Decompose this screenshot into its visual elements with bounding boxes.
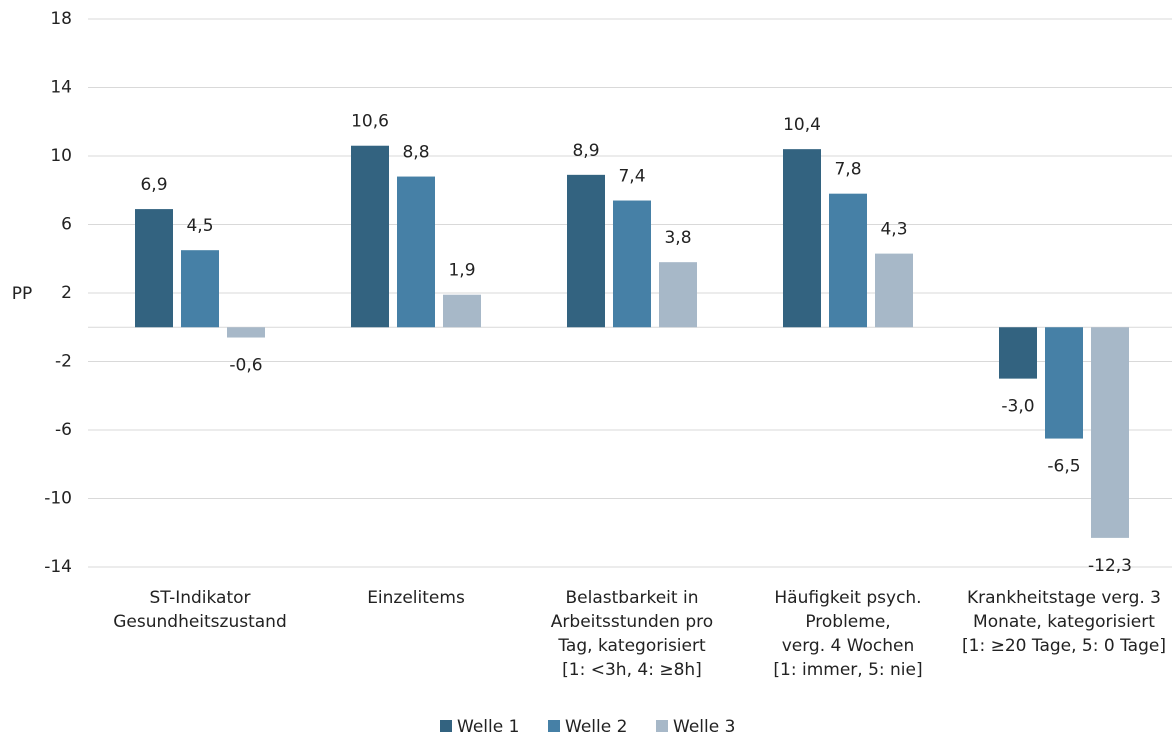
legend-swatch [440,720,452,732]
x-tick-label: ST-Indikator [149,588,250,608]
x-tick-label: Probleme, [805,612,890,632]
bar [227,327,265,338]
bar [613,200,651,328]
bar [443,294,481,328]
bar [397,176,435,328]
y-tick-label: 14 [50,78,72,98]
bar [1045,327,1083,439]
x-tick-label: verg. 4 Wochen [782,636,915,656]
y-tick-label: 18 [50,9,72,29]
x-tick-label: [1: immer, 5: nie] [773,660,922,680]
bar [567,174,605,328]
bar [829,193,867,328]
legend-swatch [548,720,560,732]
bar [1091,327,1129,538]
bar [783,149,821,328]
y-tick-label: -2 [55,352,72,372]
legend-label: Welle 2 [565,717,627,737]
value-label: 7,8 [834,160,861,180]
value-label: 8,8 [402,143,429,163]
bar [351,145,389,328]
bar [875,253,913,328]
value-label: -6,5 [1047,457,1080,477]
value-label: 4,3 [880,220,907,240]
x-tick-label: [1: ≥20 Tage, 5: 0 Tage] [962,636,1166,656]
y-tick-label: -6 [55,420,72,440]
legend-swatch [656,720,668,732]
bar [999,327,1037,379]
x-tick-label: Krankheitstage verg. 3 [967,588,1161,608]
x-tick-label: Tag, kategorisiert [557,636,706,656]
x-tick-label: Arbeitsstunden pro [551,612,713,632]
value-label: 1,9 [448,261,475,281]
x-tick-label: [1: <3h, 4: ≥8h] [562,660,702,680]
value-label: -3,0 [1001,397,1034,417]
bar [659,262,697,328]
value-label: 7,4 [618,167,645,187]
value-label: 4,5 [186,216,213,236]
value-label: 8,9 [572,141,599,161]
bar [135,209,173,328]
y-tick-label: -14 [44,557,72,577]
value-label: 10,6 [351,112,389,132]
legend-label: Welle 3 [673,717,735,737]
x-tick-label: Gesundheitszustand [113,612,287,632]
x-tick-label: Einzelitems [367,588,465,608]
y-axis-label: PP [12,284,33,304]
x-tick-label: Monate, kategorisiert [973,612,1155,632]
x-tick-label: Belastbarkeit in [566,588,699,608]
value-label: 3,8 [664,228,691,248]
value-label: -12,3 [1088,556,1132,576]
bar [181,250,219,328]
y-tick-label: 6 [61,215,72,235]
y-tick-label: 10 [50,146,72,166]
legend-label: Welle 1 [457,717,519,737]
value-label: -0,6 [229,356,262,376]
value-label: 6,9 [140,175,167,195]
y-tick-label: -10 [44,489,72,509]
value-label: 10,4 [783,115,821,135]
x-tick-label: Häufigkeit psych. [774,588,921,608]
y-tick-label: 2 [61,283,72,303]
